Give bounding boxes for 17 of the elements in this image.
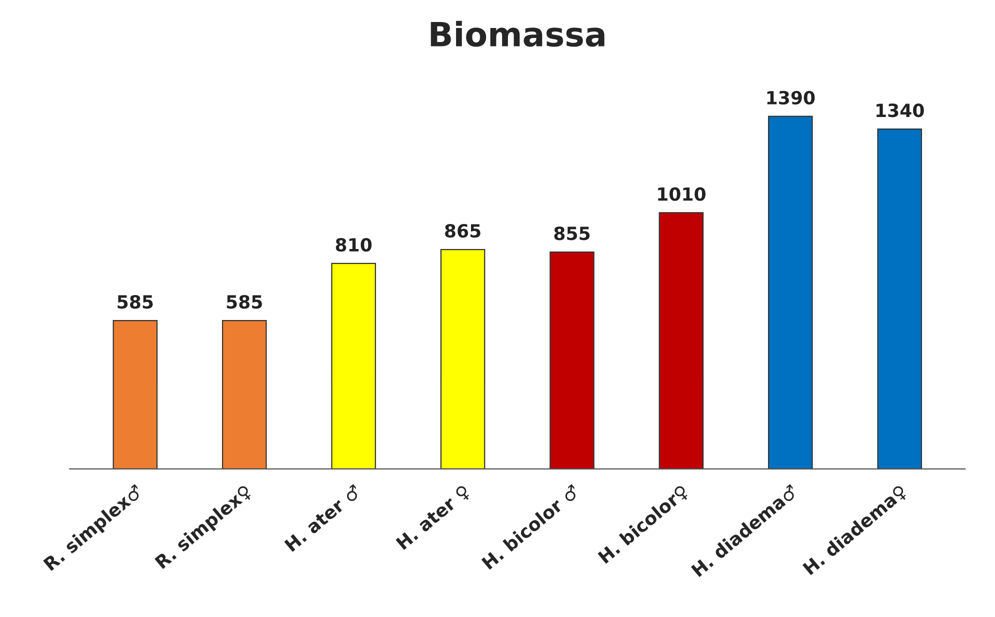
data-label: 810	[336, 238, 372, 252]
data-label: 585	[118, 295, 153, 309]
bar	[658, 212, 704, 469]
bar	[877, 128, 922, 469]
data-label: 1010	[658, 187, 706, 201]
data-label: 865	[445, 224, 480, 238]
bar	[440, 248, 486, 469]
bar	[222, 320, 267, 469]
bar	[550, 251, 594, 469]
data-label: 1390	[767, 90, 815, 105]
bar	[331, 262, 376, 469]
chart-title: Biomassa	[430, 20, 604, 47]
data-label: 855	[554, 226, 590, 240]
data-label: 585	[226, 295, 262, 309]
bar	[112, 320, 158, 469]
bar	[768, 116, 813, 469]
data-label: 1340	[876, 104, 924, 118]
